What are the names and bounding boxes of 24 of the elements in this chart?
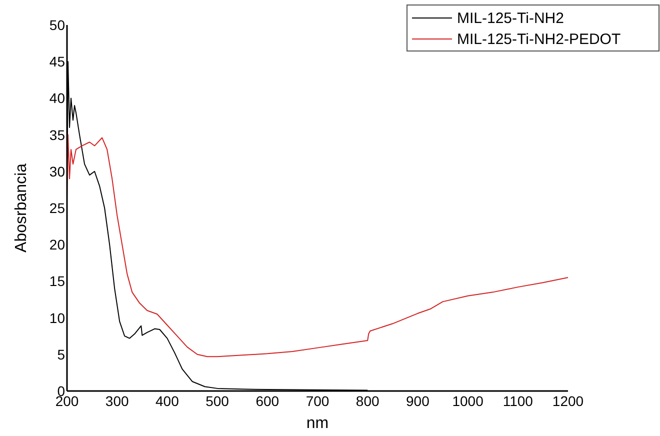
x-tick-label: 600	[256, 393, 280, 409]
y-tick-label: 35	[49, 126, 66, 143]
x-tick-label: 700	[306, 393, 330, 409]
x-axis-title: nm	[306, 415, 329, 432]
x-tick-label: 400	[156, 393, 180, 409]
x-tick-label: 900	[406, 393, 430, 409]
y-tick-label: 15	[49, 273, 66, 290]
y-tick-label: 5	[57, 346, 66, 362]
legend-label: MIL-125-Ti-NH2-PEDOT	[457, 31, 621, 48]
y-tick-label: 50	[49, 17, 66, 33]
y-tick-label: 10	[49, 310, 66, 326]
y-tick-label: 40	[49, 90, 66, 106]
y-tick-label: 20	[49, 236, 66, 253]
y-axis-title: Abosrbancia	[13, 163, 30, 252]
x-tick-label: 500	[206, 393, 230, 409]
x-tick-label: 300	[105, 393, 129, 409]
y-tick-label: 25	[49, 200, 66, 216]
y-tick-label: 30	[49, 163, 66, 180]
x-tick-label: 1200	[552, 393, 584, 409]
x-tick-label: 1000	[452, 393, 484, 409]
legend-label: MIL-125-Ti-NH2	[457, 10, 564, 27]
x-tick-label: 800	[356, 393, 380, 409]
y-tick-label: 45	[49, 54, 66, 70]
x-tick-label: 1100	[502, 393, 534, 409]
